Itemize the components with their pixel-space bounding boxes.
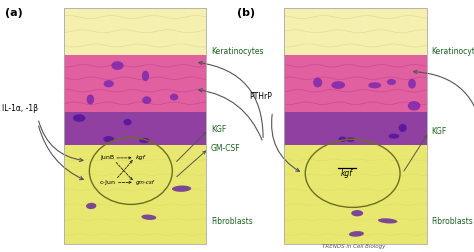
Text: JunB: JunB [100, 155, 114, 161]
Bar [284, 8, 427, 244]
Ellipse shape [351, 210, 363, 216]
Text: IL-1α, -1β: IL-1α, -1β [2, 104, 38, 113]
Text: Keratinocytes: Keratinocytes [431, 47, 474, 56]
Ellipse shape [408, 79, 416, 89]
Ellipse shape [399, 124, 407, 132]
Text: TRENDS in Cell Biology: TRENDS in Cell Biology [322, 244, 386, 249]
Ellipse shape [141, 214, 156, 220]
Text: GM-CSF: GM-CSF [211, 144, 240, 153]
Ellipse shape [87, 94, 94, 105]
Bar [64, 8, 206, 244]
Text: kgf: kgf [136, 155, 146, 161]
Ellipse shape [387, 79, 396, 85]
Ellipse shape [111, 61, 124, 70]
Text: KGF: KGF [431, 128, 447, 136]
Ellipse shape [338, 137, 346, 142]
Bar [64, 112, 206, 145]
Bar [64, 8, 206, 55]
Ellipse shape [73, 114, 85, 122]
Text: KGF: KGF [211, 125, 226, 134]
Text: gm-csf: gm-csf [136, 180, 154, 185]
Ellipse shape [378, 218, 397, 224]
Bar [64, 55, 206, 112]
Ellipse shape [408, 101, 420, 111]
Text: kgf: kgf [341, 169, 353, 178]
Bar [284, 145, 427, 244]
Ellipse shape [142, 71, 149, 81]
Text: (a): (a) [5, 8, 22, 18]
Bar [284, 112, 427, 145]
Ellipse shape [349, 231, 364, 237]
Ellipse shape [313, 78, 322, 87]
Ellipse shape [142, 96, 151, 104]
Ellipse shape [346, 137, 355, 142]
Ellipse shape [139, 138, 150, 143]
Ellipse shape [368, 82, 381, 88]
Ellipse shape [103, 136, 114, 142]
Bar [284, 8, 427, 55]
Text: c-Jun: c-Jun [100, 180, 116, 185]
Ellipse shape [170, 94, 178, 101]
Ellipse shape [123, 119, 132, 125]
Ellipse shape [331, 81, 345, 89]
Bar [284, 55, 427, 112]
Text: (b): (b) [237, 8, 255, 18]
Ellipse shape [389, 134, 399, 139]
Ellipse shape [172, 185, 191, 192]
Bar [64, 145, 206, 244]
Text: Keratinocytes: Keratinocytes [211, 47, 264, 56]
Text: Fibroblasts: Fibroblasts [431, 217, 473, 227]
Ellipse shape [104, 80, 114, 87]
Ellipse shape [86, 203, 96, 209]
Text: PTHrP: PTHrP [249, 92, 272, 101]
Text: Fibroblasts: Fibroblasts [211, 217, 253, 227]
